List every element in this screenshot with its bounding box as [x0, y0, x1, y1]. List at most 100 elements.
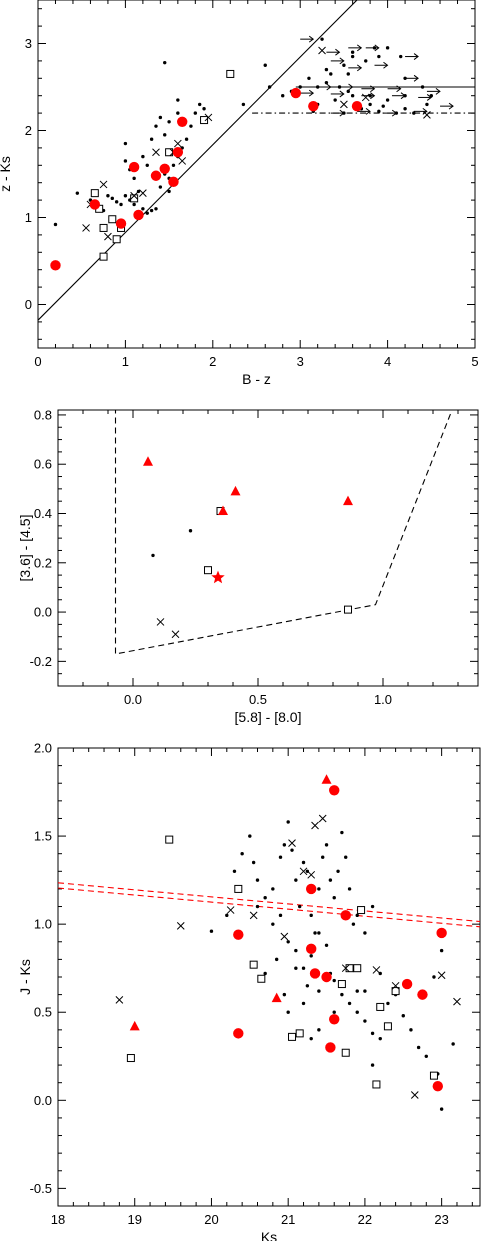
data-point-square [295, 1029, 304, 1038]
data-point-dot [320, 37, 324, 41]
data-point-square [345, 964, 354, 973]
data-point-dot [317, 887, 321, 891]
data-point-cross [99, 180, 108, 189]
data-point-dot [151, 553, 155, 558]
plot-frame [57, 409, 479, 687]
data-point-dot [377, 54, 381, 59]
lower-limit-arrow [405, 74, 419, 82]
data-point-dot [75, 191, 80, 195]
arrow-head [413, 74, 419, 82]
data-point-cross [249, 911, 258, 920]
arrow-head [370, 92, 376, 100]
data-point-dot [403, 76, 407, 81]
y-tick-label: 0.8 [34, 407, 52, 422]
data-point-red-triangle [218, 505, 228, 516]
data-point-dot [298, 85, 302, 89]
data-point-dot [309, 913, 313, 918]
data-point-dot [301, 1001, 306, 1006]
data-point-dot [271, 922, 275, 926]
data-point-dot [163, 133, 167, 137]
data-point-cross [423, 110, 431, 119]
lower-limit-arrow [440, 102, 454, 110]
data-point-dot [409, 1028, 413, 1032]
data-point-dot [429, 94, 433, 98]
data-point-dot [294, 948, 298, 953]
data-point-dot [282, 843, 287, 847]
data-point-square [376, 1002, 385, 1011]
data-point-dot [333, 98, 337, 102]
data-point-dot [332, 896, 336, 900]
data-point-dot [171, 163, 176, 167]
data-point-dot [281, 94, 285, 98]
data-point-dot [347, 887, 352, 891]
data-point-dot [372, 46, 377, 50]
data-point-square [234, 884, 243, 893]
data-point-dot [136, 189, 141, 194]
data-point-dot [141, 154, 145, 159]
data-point-dot [324, 67, 329, 72]
data-point-dot [255, 904, 260, 909]
data-point-cross [453, 997, 461, 1006]
data-point-cross [176, 922, 185, 930]
y-tick-label: 0.0 [34, 1093, 52, 1108]
data-point-dot [290, 848, 294, 852]
data-point-square [357, 906, 366, 915]
data-point-red-triangle [129, 1020, 140, 1031]
data-point-red-circle [329, 785, 340, 796]
x-tick-label: 23 [434, 1212, 448, 1227]
data-point-dot [278, 855, 283, 859]
data-point-dot [297, 904, 302, 909]
data-point-dot [145, 163, 149, 167]
data-point-dot [317, 1028, 321, 1032]
data-point-cross [226, 906, 235, 914]
arrow-head [339, 90, 345, 98]
data-point-dot [286, 940, 290, 944]
data-point-dot [209, 929, 214, 933]
data-point-dot [232, 869, 237, 874]
data-point-red-circle [417, 989, 428, 1000]
data-point-dot [439, 948, 444, 953]
y-tick-label: 0 [25, 297, 32, 312]
y-axis-title: z - Ks [0, 156, 13, 192]
lower-limit-arrow [374, 61, 389, 69]
data-point-dot [106, 194, 110, 198]
y-axis-title: J - Ks [17, 959, 33, 995]
data-point-square [99, 223, 108, 232]
x-axis-title: B - z [242, 371, 271, 387]
data-point-dot [385, 98, 390, 102]
data-point-red-triangle [143, 456, 153, 466]
data-point-red-circle [325, 1042, 336, 1053]
x-tick-label: 18 [51, 1212, 65, 1227]
data-point-dot [309, 954, 313, 958]
y-tick-label: 3 [25, 36, 32, 51]
data-point-square [112, 235, 121, 244]
lower-limit-arrow [330, 57, 345, 65]
chart-panel-1: 0 1 2 3 4 5 0 1 2 3 B - z z - Ks [0, 0, 479, 387]
arrow-head [370, 85, 376, 93]
arrow-head [339, 57, 345, 65]
data-point-dot [420, 85, 425, 89]
lower-limit-arrow [365, 44, 380, 52]
data-point-square [372, 1080, 381, 1089]
x-tick-label: 19 [127, 1212, 141, 1227]
data-point-dot [340, 992, 344, 997]
data-point-cross [391, 981, 400, 990]
data-point-dot [132, 202, 136, 207]
y-tick-label: -0.5 [30, 1181, 52, 1196]
data-point-red-circle [50, 260, 61, 271]
data-point-dot [313, 931, 317, 935]
data-point-dot [403, 94, 407, 98]
data-point-dot [267, 85, 272, 89]
data-point-red-triangle [271, 992, 282, 1003]
data-point-dot [350, 54, 355, 59]
data-point-dot [114, 200, 119, 204]
data-point-red-circle [436, 927, 447, 939]
x-tick-label: 1.0 [374, 692, 392, 707]
lower-limit-arrow [426, 87, 441, 95]
lower-limit-arrow [330, 90, 345, 98]
chart-panel-2: 0.0 0.5 1.0 -0.2 0.0 0.2 0.4 0.6 0.8 [5.8] - [8.0… [17, 407, 479, 725]
data-point-dot [368, 102, 372, 107]
data-point-dot [351, 922, 356, 926]
x-tick-label: 5 [471, 354, 478, 369]
data-point-red-circle [233, 1028, 244, 1039]
